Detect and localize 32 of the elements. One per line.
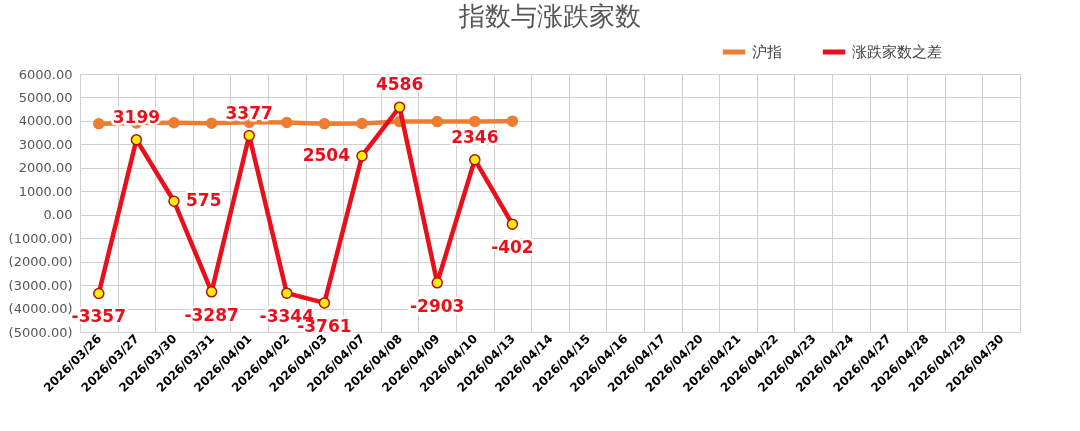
y-tick-label: 2000.00: [18, 160, 73, 176]
data-label: 3377: [225, 102, 273, 123]
point: [469, 115, 481, 128]
point: [205, 117, 218, 129]
y-tick-label: (3000.00): [8, 277, 73, 293]
data-label: 4586: [375, 74, 424, 95]
y-tick-label: 0.00: [43, 207, 73, 223]
data-label: -3357: [71, 306, 126, 327]
point: [93, 117, 105, 130]
legend-label: 沪指: [752, 43, 782, 61]
data-label: 2504: [302, 145, 351, 165]
data-label: -402: [491, 237, 534, 258]
data-label: -2903: [410, 295, 465, 316]
y-tick-label: 6000.00: [18, 66, 73, 82]
y-tick-label: 3000.00: [18, 136, 73, 152]
data-label: 2346: [451, 126, 499, 147]
point: [506, 115, 519, 127]
chart-title: 指数与涨跌家数: [458, 1, 641, 31]
y-tick-label: 1000.00: [18, 183, 73, 199]
data-label: -3287: [184, 304, 239, 325]
point: [168, 117, 180, 129]
y-tick-label: 4000.00: [18, 113, 73, 129]
y-tick-label: (2000.00): [8, 254, 73, 270]
y-tick-label: 5000.00: [18, 89, 73, 105]
legend-label: 涨跌家数之差: [852, 43, 942, 61]
y-tick-label: (1000.00): [8, 230, 73, 246]
point: [356, 117, 368, 130]
point: [318, 117, 331, 130]
data-label: 575: [186, 190, 222, 211]
y-tick-label: (4000.00): [8, 301, 73, 317]
point: [281, 116, 293, 129]
point: [431, 115, 443, 128]
